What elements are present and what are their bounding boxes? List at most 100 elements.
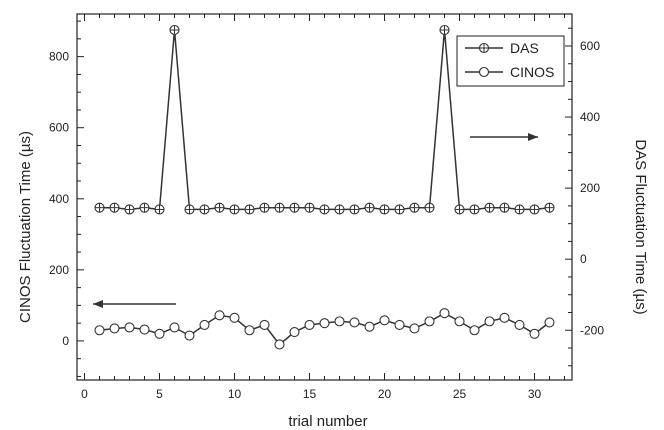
legend-label-cinos: CINOS — [510, 64, 554, 80]
data-point-das — [529, 204, 540, 215]
data-point-cinos — [304, 319, 315, 330]
data-point-das — [394, 204, 405, 215]
data-point-cinos-circle — [364, 321, 375, 332]
data-point-cinos — [94, 325, 105, 336]
data-point-cinos — [274, 339, 285, 350]
data-point-das — [199, 204, 210, 215]
data-point-das — [244, 204, 255, 215]
x-tick-label: 10 — [228, 387, 242, 401]
x-tick-label: 15 — [303, 387, 317, 401]
data-point-cinos-circle — [454, 316, 465, 327]
data-point-cinos-circle — [379, 315, 390, 326]
data-point-cinos — [109, 323, 120, 334]
data-point-cinos — [439, 308, 450, 319]
data-point-cinos-circle — [109, 323, 120, 334]
x-tick-label: 25 — [453, 387, 467, 401]
data-point-cinos-circle — [94, 325, 105, 336]
data-point-das — [514, 204, 525, 215]
data-point-cinos — [364, 321, 375, 332]
data-point-cinos-circle — [154, 328, 165, 339]
legend-marker-cinos-circle — [478, 66, 490, 78]
data-point-das — [349, 204, 360, 215]
data-point-das — [469, 204, 480, 215]
y-left-tick-label: 200 — [49, 263, 69, 277]
data-point-cinos — [259, 319, 270, 330]
data-point-cinos-circle — [319, 318, 330, 329]
data-point-cinos-circle — [424, 316, 435, 327]
data-point-cinos — [169, 322, 180, 333]
data-point-das — [124, 204, 135, 215]
data-point-das — [109, 202, 120, 213]
data-point-das — [229, 204, 240, 215]
y-right-tick-label: 600 — [580, 39, 600, 53]
data-point-cinos — [199, 319, 210, 330]
data-point-cinos-circle — [334, 316, 345, 327]
data-point-cinos-circle — [304, 319, 315, 330]
data-point-das — [424, 202, 435, 213]
arrow-right-axis — [470, 133, 538, 141]
y-right-tick-label: 400 — [580, 110, 600, 124]
data-point-cinos — [454, 316, 465, 327]
data-point-cinos-circle — [349, 317, 360, 328]
legend-box — [456, 35, 565, 87]
data-point-cinos-circle — [484, 316, 495, 327]
y-left-tick-label: 800 — [49, 50, 69, 64]
data-point-cinos-circle — [139, 324, 150, 335]
arrow-left-axis-head — [93, 300, 103, 308]
data-point-das — [274, 202, 285, 213]
data-point-cinos — [424, 316, 435, 327]
data-point-das — [139, 202, 150, 213]
data-point-das — [259, 202, 270, 213]
data-point-cinos — [244, 325, 255, 336]
data-point-cinos — [349, 317, 360, 328]
data-point-cinos-circle — [244, 325, 255, 336]
data-point-das — [484, 202, 495, 213]
x-tick-label: 30 — [528, 387, 542, 401]
data-point-cinos-circle — [499, 312, 510, 323]
data-point-cinos-circle — [394, 319, 405, 330]
data-point-das — [319, 204, 330, 215]
data-point-cinos — [544, 317, 555, 328]
x-tick-label: 20 — [378, 387, 392, 401]
data-point-das — [154, 204, 165, 215]
data-point-cinos-circle — [124, 322, 135, 333]
annotations — [93, 133, 538, 308]
y-axis-right-title: DAS Fluctuation Time (µs) — [632, 139, 649, 314]
data-point-das — [169, 24, 180, 36]
data-point-cinos — [139, 324, 150, 335]
x-tick-label: 0 — [81, 387, 88, 401]
data-point-cinos-circle — [439, 308, 450, 319]
data-point-cinos — [319, 318, 330, 329]
data-point-cinos-circle — [274, 339, 285, 350]
data-point-das — [379, 204, 390, 215]
data-point-das — [289, 202, 300, 213]
data-point-cinos — [214, 310, 225, 321]
legend: DAS CINOS — [456, 35, 565, 87]
data-point-cinos — [124, 322, 135, 333]
data-point-cinos-circle — [544, 317, 555, 328]
data-point-cinos-circle — [169, 322, 180, 333]
arrow-left-axis — [93, 300, 176, 308]
data-point-cinos — [184, 330, 195, 341]
data-point-cinos-circle — [229, 312, 240, 323]
series-line-cinos — [99, 312, 550, 346]
legend-label-das: DAS — [510, 40, 539, 56]
data-point-cinos — [154, 328, 165, 339]
data-point-cinos — [379, 315, 390, 326]
y-right-tick-label: 0 — [580, 252, 587, 266]
data-point-cinos — [334, 316, 345, 327]
data-point-cinos-circle — [529, 328, 540, 339]
x-axis-title: trial number — [288, 413, 367, 430]
data-point-das — [94, 202, 105, 213]
legend-marker-cinos — [478, 66, 490, 78]
data-point-cinos-circle — [514, 319, 525, 330]
data-point-das — [334, 204, 345, 215]
data-point-cinos — [289, 326, 300, 338]
data-point-cinos — [469, 325, 480, 336]
data-point-cinos-circle — [214, 310, 225, 321]
data-point-das — [499, 202, 510, 213]
arrow-right-axis-head — [528, 133, 538, 141]
data-point-cinos — [229, 312, 240, 323]
x-tick-label: 5 — [156, 387, 163, 401]
